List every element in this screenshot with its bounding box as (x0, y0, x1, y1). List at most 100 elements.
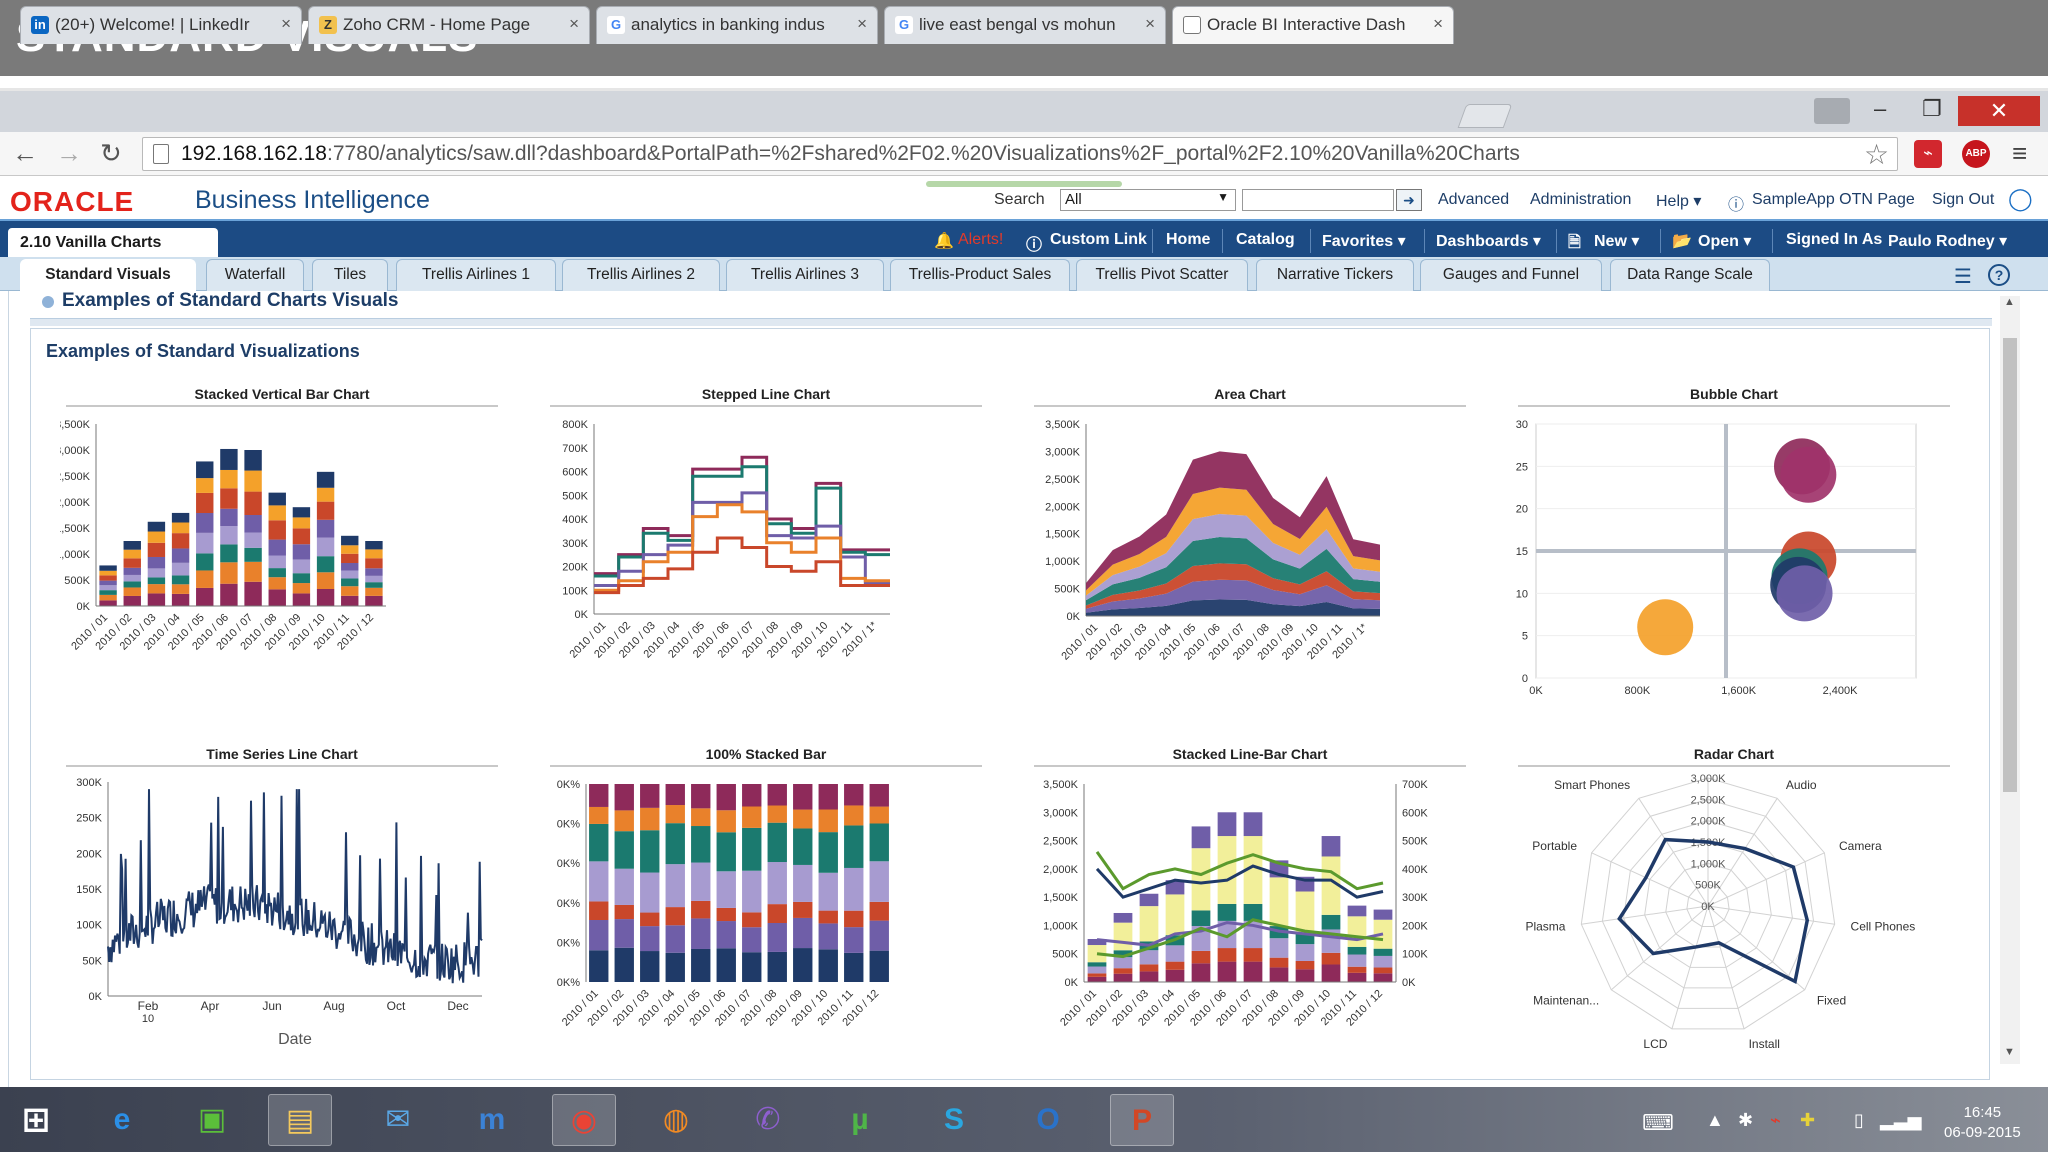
tab-trellis-airlines-2[interactable]: Trellis Airlines 2 (562, 259, 720, 291)
browser-tab-zoho[interactable]: Z Zoho CRM - Home Page × (308, 6, 590, 44)
search-input[interactable] (1242, 189, 1394, 211)
profile-icon[interactable] (1814, 98, 1850, 124)
bar-segment (1191, 963, 1211, 982)
tab-close-icon[interactable]: × (857, 14, 867, 33)
search-scope-select[interactable]: All ▼ (1060, 189, 1236, 211)
search-go-icon[interactable]: ➜ (1396, 189, 1422, 211)
bar-segment (767, 904, 787, 923)
bookmark-star-icon[interactable]: ☆ (1864, 139, 1890, 170)
bar-segment (844, 910, 864, 928)
open-menu[interactable]: Open ▾ (1698, 233, 1752, 250)
new-menu[interactable]: New ▾ (1594, 233, 1640, 250)
tab-close-icon[interactable]: × (569, 14, 579, 33)
favorites-menu[interactable]: Favorites ▾ (1322, 233, 1406, 250)
back-icon[interactable]: ← (12, 138, 38, 168)
help-menu[interactable]: Help ▾ (1656, 193, 1702, 210)
home-link[interactable]: Home (1166, 231, 1211, 248)
administration-link[interactable]: Administration (1530, 191, 1632, 208)
app-m-icon[interactable]: m (478, 1103, 506, 1136)
battery-icon[interactable]: ▯ (1854, 1110, 1864, 1130)
taskbar-clock[interactable]: 16:45 06-09-2015 (1944, 1103, 2021, 1143)
custom-link[interactable]: Custom Link (1050, 231, 1147, 248)
scrollbar-thumb[interactable] (2003, 338, 2017, 792)
chart-title-area: Area Chart (1214, 386, 1286, 402)
window-close-icon[interactable]: ✕ (1958, 96, 2040, 126)
new-tab-button[interactable] (1457, 104, 1513, 128)
tab-close-icon[interactable]: × (1145, 14, 1155, 33)
dashboard-name: 2.10 Vanilla Charts (8, 228, 218, 258)
tab-standard-visuals[interactable]: Standard Visuals (20, 259, 196, 291)
mail-icon[interactable]: ✉ (385, 1103, 411, 1136)
y-tick-label: 400K (1402, 864, 1428, 876)
bar-segment (268, 555, 286, 569)
tray-expand-icon[interactable]: ▲ (1706, 1110, 1724, 1130)
scroll-up-icon[interactable]: ▲ (2004, 296, 2015, 308)
signal-icon[interactable]: ▂▃▅ (1880, 1110, 1922, 1130)
utorrent-icon[interactable]: µ (851, 1103, 869, 1136)
skype-icon[interactable]: S (943, 1103, 964, 1136)
y-tick-label: 500K (1052, 949, 1078, 961)
start-windows-icon[interactable]: ⊞ (21, 1101, 51, 1139)
radar-axis-label: Smart Phones (1554, 778, 1630, 792)
bar-segment (268, 520, 286, 540)
acrobat-tray-icon[interactable]: ⌁ (1770, 1110, 1781, 1130)
bar-segment (1347, 905, 1367, 917)
tab-trellis-airlines-3[interactable]: Trellis Airlines 3 (726, 259, 884, 291)
tab-close-icon[interactable]: × (1433, 14, 1443, 33)
chrome-icon[interactable]: ◉ (552, 1094, 616, 1146)
store-icon[interactable]: ▣ (197, 1103, 227, 1136)
tab-close-icon[interactable]: × (281, 14, 291, 33)
tab-tiles[interactable]: Tiles (312, 259, 388, 291)
catalog-link[interactable]: Catalog (1236, 231, 1295, 248)
tray-app-icon[interactable]: ✚ (1800, 1110, 1816, 1130)
url-input[interactable]: 192.168.162.18:7780/analytics/saw.dll?da… (142, 137, 1898, 171)
tab-gauges-and-funnel[interactable]: Gauges and Funnel (1420, 259, 1602, 291)
scroll-down-icon[interactable]: ▼ (2004, 1046, 2015, 1058)
maximize-icon[interactable]: ❐ (1922, 96, 1942, 121)
browser-tab-linkedin[interactable]: in (20+) Welcome! | LinkedIr × (20, 6, 302, 44)
network-app-icon[interactable]: ✱ (1738, 1110, 1754, 1130)
minimize-icon[interactable]: – (1874, 96, 1887, 121)
reload-icon[interactable]: ↻ (100, 138, 122, 168)
bar-segment (244, 515, 262, 533)
acrobat-extension-icon[interactable]: ⌁ (1914, 140, 1942, 168)
tab-data-range-scale[interactable]: Data Range Scale (1610, 259, 1770, 291)
keyboard-icon[interactable]: ⌨ (1642, 1110, 1674, 1135)
bar-segment (147, 531, 166, 543)
sign-out-link[interactable]: Sign Out (1932, 191, 1995, 208)
tab-trellis-pivot-scatter[interactable]: Trellis Pivot Scatter (1076, 259, 1248, 291)
bubble (1776, 565, 1833, 622)
page-help-icon[interactable]: ? (1988, 264, 2010, 286)
sampleapp-link[interactable]: SampleApp OTN Page (1752, 191, 1915, 208)
y-tick-label: 300K (76, 777, 102, 789)
bar-segment (793, 784, 813, 810)
firefox-icon[interactable]: ◍ (662, 1103, 690, 1136)
adblock-extension-icon[interactable]: ABP (1962, 140, 1990, 168)
toolbar-divider (1310, 229, 1311, 253)
y-tick-label: 2,000K (60, 497, 91, 509)
bar-segment (614, 784, 634, 811)
bar-segment (767, 822, 787, 863)
browser-menu-icon[interactable]: ≡ (2012, 138, 2028, 168)
dashboards-menu[interactable]: Dashboards ▾ (1436, 233, 1541, 250)
file-explorer-icon[interactable]: ▤ (268, 1094, 332, 1146)
alerts-link[interactable]: Alerts! (958, 231, 1004, 248)
browser-tab-google-analytics[interactable]: G analytics in banking indus × (596, 6, 878, 44)
page-options-icon[interactable]: ☰ (1954, 266, 1972, 288)
tab-narrative-tickers[interactable]: Narrative Tickers (1256, 259, 1414, 291)
user-menu[interactable]: Paulo Rodney ▾ (1888, 233, 2008, 250)
outlook-icon[interactable]: O (1036, 1103, 1060, 1136)
browser-tab-google-live[interactable]: G live east bengal vs mohun × (884, 6, 1166, 44)
tab-trellis-airlines-1[interactable]: Trellis Airlines 1 (396, 259, 556, 291)
forward-icon[interactable]: → (56, 138, 82, 168)
browser-tab-oracle-bi[interactable]: Oracle BI Interactive Dash × (1172, 6, 1454, 44)
internet-explorer-icon[interactable]: e (113, 1103, 131, 1136)
powerpoint-icon[interactable]: P (1110, 1094, 1174, 1146)
bar-segment (869, 806, 889, 824)
bar-segment (316, 471, 335, 488)
bar-segment (1087, 966, 1107, 974)
viber-icon[interactable]: ✆ (755, 1103, 781, 1136)
tab-trellis-product-sales[interactable]: Trellis-Product Sales (890, 259, 1070, 291)
tab-waterfall[interactable]: Waterfall (206, 259, 304, 291)
advanced-link[interactable]: Advanced (1438, 191, 1510, 208)
